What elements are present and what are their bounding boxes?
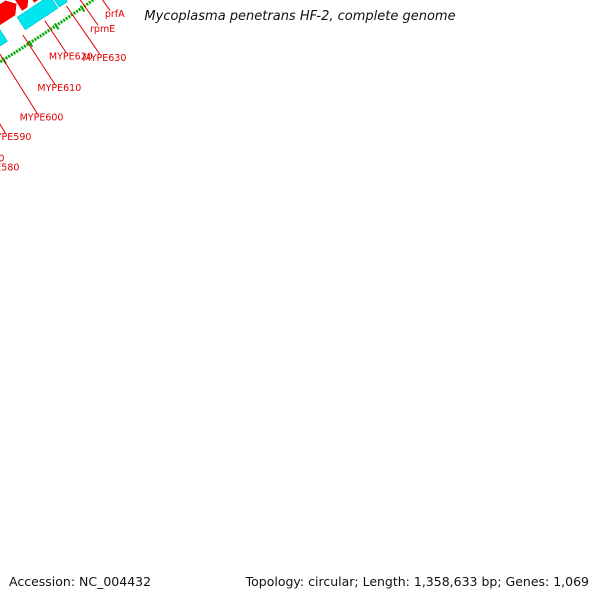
gene-label: MYPE590 — [0, 132, 31, 143]
label-layer: pyrGMYPE530MYPE540MYPE550MYPE560MYPE570M… — [0, 9, 127, 173]
outer-tick — [33, 37, 38, 42]
outer-tick — [4, 56, 9, 60]
outer-tick — [72, 11, 77, 15]
label-leader-line — [22, 34, 56, 85]
reverse-cds-arrow — [32, 0, 39, 3]
label-leader-line — [0, 123, 6, 134]
outer-tick — [88, 0, 92, 5]
gene-label: rpmE — [90, 24, 115, 35]
label-leader-line — [0, 53, 38, 114]
accession-text: Accession: NC_004432 — [9, 574, 152, 589]
outer-tick — [75, 9, 79, 14]
gene-label: MYPE610 — [37, 83, 81, 94]
gene-label: MYPE580 — [0, 162, 19, 173]
label-leader-line — [79, 0, 99, 26]
outer-tick — [23, 44, 27, 48]
outer-tick — [36, 35, 40, 40]
label-leader-line — [65, 5, 101, 55]
feature-layer — [0, 0, 71, 47]
outer-tick — [59, 20, 64, 24]
outer-tick — [77, 7, 82, 12]
genome-summary: Topology: circular; Length: 1,358,633 bp… — [245, 574, 589, 589]
forward-cds-box — [0, 29, 8, 47]
outer-tick — [20, 46, 24, 50]
outer-tick — [52, 25, 56, 30]
outer-tick — [39, 34, 43, 38]
outer-tick — [10, 52, 14, 57]
outer-tick — [49, 27, 53, 31]
gene-label: MYPE600 — [20, 112, 64, 123]
outer-major-tick — [53, 23, 60, 30]
outer-tick — [0, 59, 3, 64]
outer-tick — [15, 49, 19, 54]
outer-tick — [90, 0, 95, 3]
outer-tick — [57, 21, 61, 26]
outer-tick — [44, 30, 48, 35]
forward-cds-box — [16, 0, 59, 31]
outer-tick — [67, 14, 71, 19]
outer-major-tick — [79, 5, 86, 13]
map-title: Mycoplasma penetrans HF-2, complete geno… — [144, 9, 456, 24]
gene-label: prfA — [105, 9, 125, 20]
outer-tick — [64, 16, 69, 21]
outer-tick — [31, 39, 35, 43]
outer-major-tick — [27, 40, 34, 48]
label-leader-line — [101, 0, 111, 11]
reverse-cds-arrow — [0, 0, 17, 26]
outer-tick — [25, 42, 30, 47]
gene-label: MYPE620 — [49, 52, 93, 63]
outer-tick — [41, 32, 45, 36]
forward-cds-box — [54, 0, 68, 8]
outer-tick — [62, 18, 66, 22]
outer-tick — [18, 47, 22, 52]
reverse-cds-arrow — [15, 0, 29, 11]
outer-tick — [7, 54, 11, 59]
gene-label: MYPE630 — [83, 53, 127, 64]
label-leader-line — [44, 20, 67, 54]
outer-tick — [12, 51, 17, 55]
outer-tick — [85, 2, 89, 6]
gene-label: MYPE570 — [0, 154, 4, 165]
leader-layer — [0, 0, 111, 134]
outer-tick — [70, 13, 74, 17]
outer-tick — [46, 28, 51, 33]
